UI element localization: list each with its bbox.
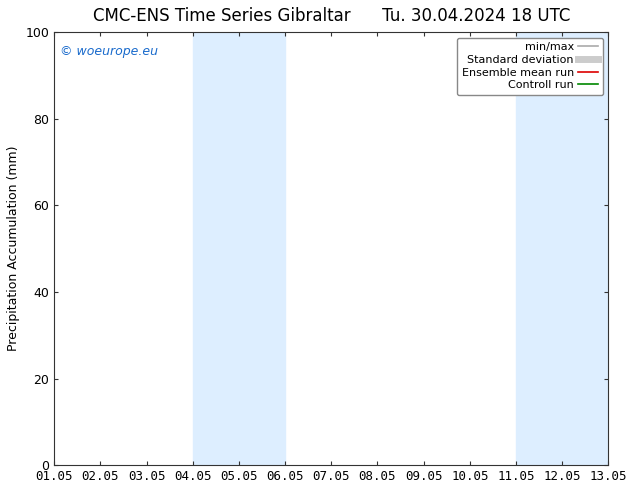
Text: © woeurope.eu: © woeurope.eu — [60, 45, 158, 58]
Legend: min/max, Standard deviation, Ensemble mean run, Controll run: min/max, Standard deviation, Ensemble me… — [457, 38, 603, 95]
Bar — [193, 32, 285, 465]
Title: CMC-ENS Time Series Gibraltar      Tu. 30.04.2024 18 UTC: CMC-ENS Time Series Gibraltar Tu. 30.04.… — [93, 7, 570, 25]
Y-axis label: Precipitation Accumulation (mm): Precipitation Accumulation (mm) — [7, 146, 20, 351]
Bar — [516, 32, 608, 465]
